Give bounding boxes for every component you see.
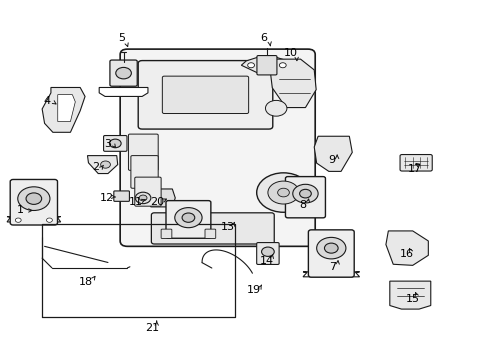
Text: 15: 15	[405, 294, 419, 304]
Circle shape	[277, 188, 289, 197]
Circle shape	[26, 193, 41, 204]
Text: 3: 3	[104, 139, 111, 149]
FancyBboxPatch shape	[165, 201, 210, 238]
FancyBboxPatch shape	[10, 180, 58, 225]
Text: 9: 9	[328, 155, 335, 165]
FancyBboxPatch shape	[161, 229, 171, 238]
Text: 20: 20	[149, 197, 163, 207]
FancyBboxPatch shape	[308, 230, 353, 277]
Polygon shape	[58, 95, 75, 122]
Polygon shape	[241, 57, 259, 74]
Polygon shape	[270, 59, 316, 108]
Polygon shape	[385, 231, 427, 265]
FancyBboxPatch shape	[162, 76, 248, 113]
FancyBboxPatch shape	[138, 60, 272, 129]
Circle shape	[316, 237, 345, 259]
Circle shape	[299, 189, 311, 198]
Text: 8: 8	[299, 200, 306, 210]
Text: 11: 11	[129, 197, 143, 207]
Polygon shape	[42, 87, 85, 132]
Text: 18: 18	[79, 277, 93, 287]
Circle shape	[279, 63, 285, 68]
Polygon shape	[389, 281, 430, 309]
FancyBboxPatch shape	[120, 49, 315, 246]
Text: 6: 6	[260, 33, 267, 43]
Text: 10: 10	[283, 48, 297, 58]
Circle shape	[46, 218, 52, 222]
Polygon shape	[148, 189, 175, 207]
Circle shape	[101, 161, 110, 168]
Circle shape	[265, 100, 286, 116]
Text: 16: 16	[399, 248, 412, 258]
Circle shape	[15, 218, 21, 222]
FancyBboxPatch shape	[114, 191, 129, 201]
FancyBboxPatch shape	[285, 177, 325, 218]
Text: 13: 13	[220, 222, 234, 232]
Circle shape	[292, 184, 318, 203]
FancyBboxPatch shape	[256, 55, 276, 75]
FancyBboxPatch shape	[204, 229, 215, 238]
Text: 2: 2	[92, 162, 99, 172]
FancyBboxPatch shape	[151, 213, 274, 244]
Polygon shape	[7, 217, 61, 222]
Circle shape	[135, 192, 151, 204]
FancyBboxPatch shape	[128, 134, 158, 170]
Circle shape	[324, 243, 337, 253]
FancyBboxPatch shape	[135, 177, 161, 206]
Polygon shape	[303, 272, 359, 277]
Circle shape	[139, 195, 147, 201]
Text: 21: 21	[144, 323, 159, 333]
Polygon shape	[99, 87, 148, 96]
Circle shape	[174, 208, 202, 228]
FancyBboxPatch shape	[131, 156, 158, 188]
Circle shape	[18, 187, 50, 211]
Text: 7: 7	[328, 262, 335, 272]
Text: 19: 19	[247, 285, 261, 296]
Polygon shape	[274, 57, 292, 74]
Text: 4: 4	[43, 96, 50, 106]
Circle shape	[267, 181, 299, 204]
Text: 17: 17	[407, 164, 421, 174]
Polygon shape	[87, 156, 118, 174]
Circle shape	[182, 213, 194, 222]
FancyBboxPatch shape	[399, 154, 431, 171]
FancyBboxPatch shape	[103, 135, 127, 151]
Circle shape	[247, 63, 254, 68]
Text: 12: 12	[100, 193, 114, 203]
FancyBboxPatch shape	[256, 243, 279, 265]
Text: 1: 1	[17, 206, 23, 216]
Circle shape	[109, 139, 121, 148]
Circle shape	[256, 173, 310, 212]
Circle shape	[116, 67, 131, 79]
Text: 14: 14	[259, 256, 273, 266]
Text: 5: 5	[118, 33, 125, 43]
FancyBboxPatch shape	[110, 60, 137, 86]
Polygon shape	[314, 136, 351, 171]
Circle shape	[261, 247, 274, 256]
